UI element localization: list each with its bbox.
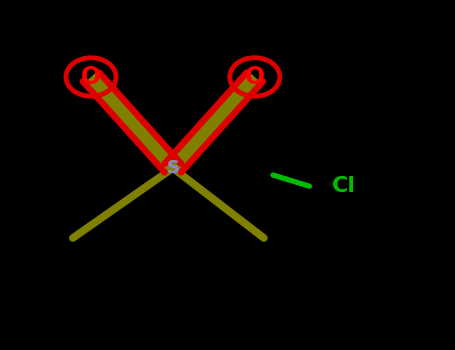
Text: S: S <box>167 159 179 177</box>
Text: O: O <box>81 65 101 89</box>
Text: O: O <box>245 65 265 89</box>
Text: Cl: Cl <box>332 175 356 196</box>
